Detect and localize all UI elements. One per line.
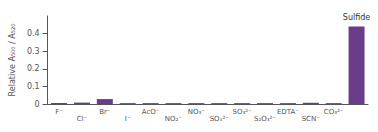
svg-text:Br⁻: Br⁻ [99,108,111,116]
svg-text:NO₂⁻: NO₂⁻ [165,115,183,123]
svg-text:0.3: 0.3 [27,47,40,56]
svg-text:SO₃²⁻: SO₃²⁻ [233,108,253,116]
svg-text:F⁻: F⁻ [55,108,63,116]
svg-text:I⁻: I⁻ [125,115,131,123]
svg-text:CO₃²⁻: CO₃²⁻ [324,108,344,116]
svg-text:Sulfide: Sulfide [343,13,370,22]
svg-text:SCN⁻: SCN⁻ [302,115,321,123]
svg-text:EDTA⁻: EDTA⁻ [277,108,299,116]
svg-text:NO₃⁻: NO₃⁻ [188,108,206,116]
svg-text:SO₄²⁻: SO₄²⁻ [210,115,230,123]
svg-text:0: 0 [35,100,40,109]
svg-text:0.4: 0.4 [27,29,40,38]
svg-text:0.1: 0.1 [27,82,40,91]
svg-text:0.2: 0.2 [27,64,40,73]
svg-text:S₂O₃²⁻: S₂O₃²⁻ [254,115,276,123]
svg-text:AcO⁻: AcO⁻ [142,108,160,116]
svg-text:Relative A₅₀₀ / A₅₂₀: Relative A₅₀₀ / A₅₂₀ [8,24,17,97]
svg-text:Cl⁻: Cl⁻ [77,115,88,123]
